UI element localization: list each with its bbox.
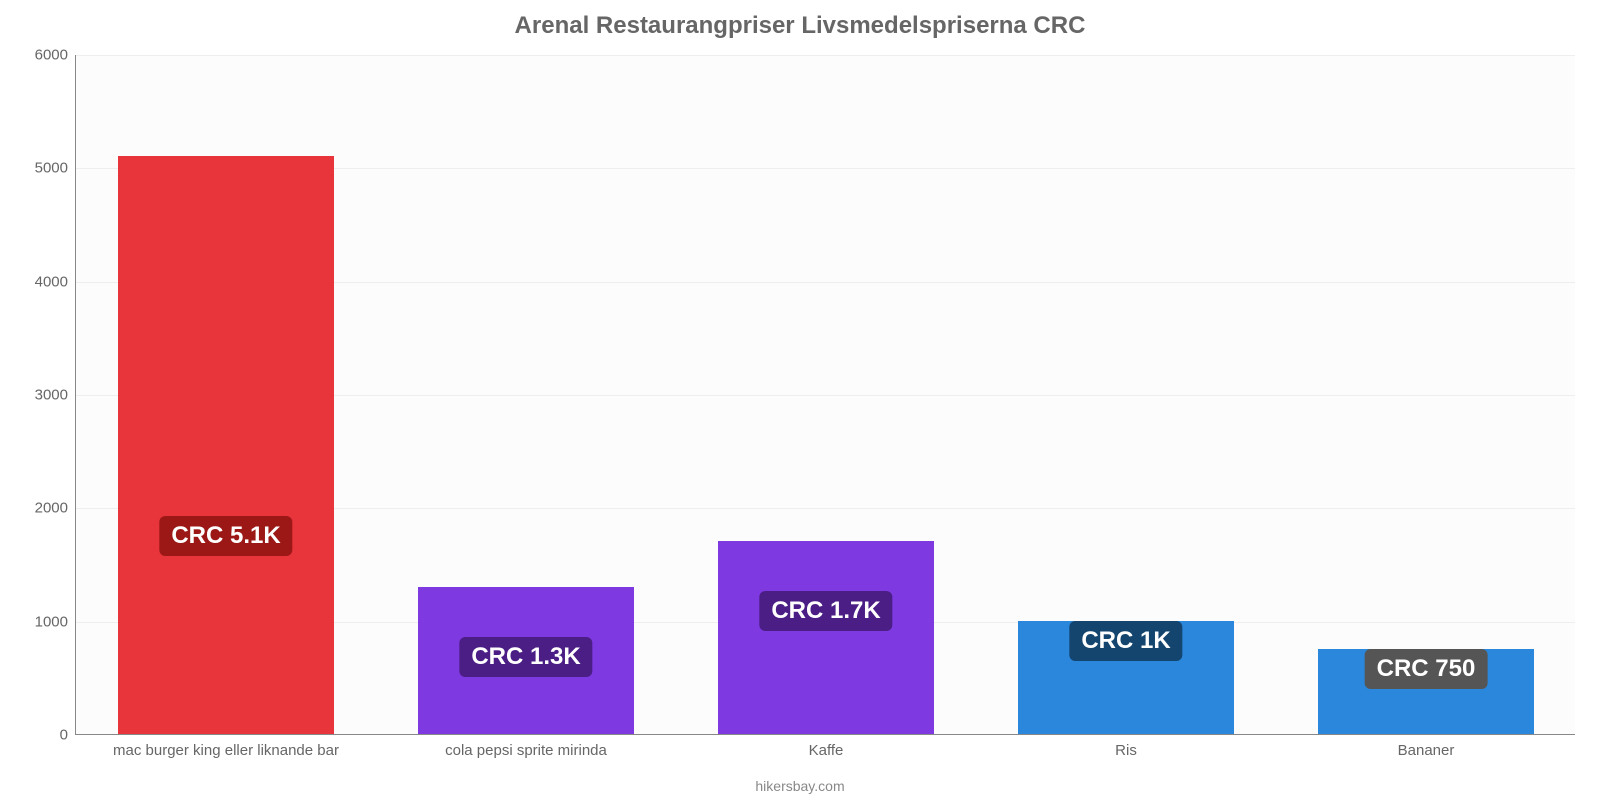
bar-value-label: CRC 1.3K [459,637,592,677]
y-tick-label: 3000 [8,387,68,404]
x-tick-label: Kaffe [676,742,976,759]
y-tick-label: 2000 [8,500,68,517]
bar [718,541,934,734]
bar-value-label: CRC 5.1K [159,516,292,556]
attribution: hikersbay.com [0,778,1600,794]
grid-line [76,55,1575,56]
y-tick-label: 5000 [8,160,68,177]
y-tick-label: 6000 [8,47,68,64]
x-tick-label: Ris [976,742,1276,759]
chart-title: Arenal Restaurangpriser Livsmedelspriser… [0,12,1600,40]
x-tick-label: mac burger king eller liknande bar [76,742,376,759]
y-tick-label: 0 [8,727,68,744]
bar-value-label: CRC 1K [1069,621,1182,661]
y-tick-label: 4000 [8,273,68,290]
bar [118,156,334,734]
x-tick-label: cola pepsi sprite mirinda [376,742,676,759]
bar-value-label: CRC 1.7K [759,591,892,631]
x-tick-label: Bananer [1276,742,1576,759]
price-chart: Arenal Restaurangpriser Livsmedelspriser… [0,0,1600,800]
bar-value-label: CRC 750 [1365,649,1488,689]
y-tick-label: 1000 [8,613,68,630]
plot-area: CRC 5.1Kmac burger king eller liknande b… [75,55,1575,735]
